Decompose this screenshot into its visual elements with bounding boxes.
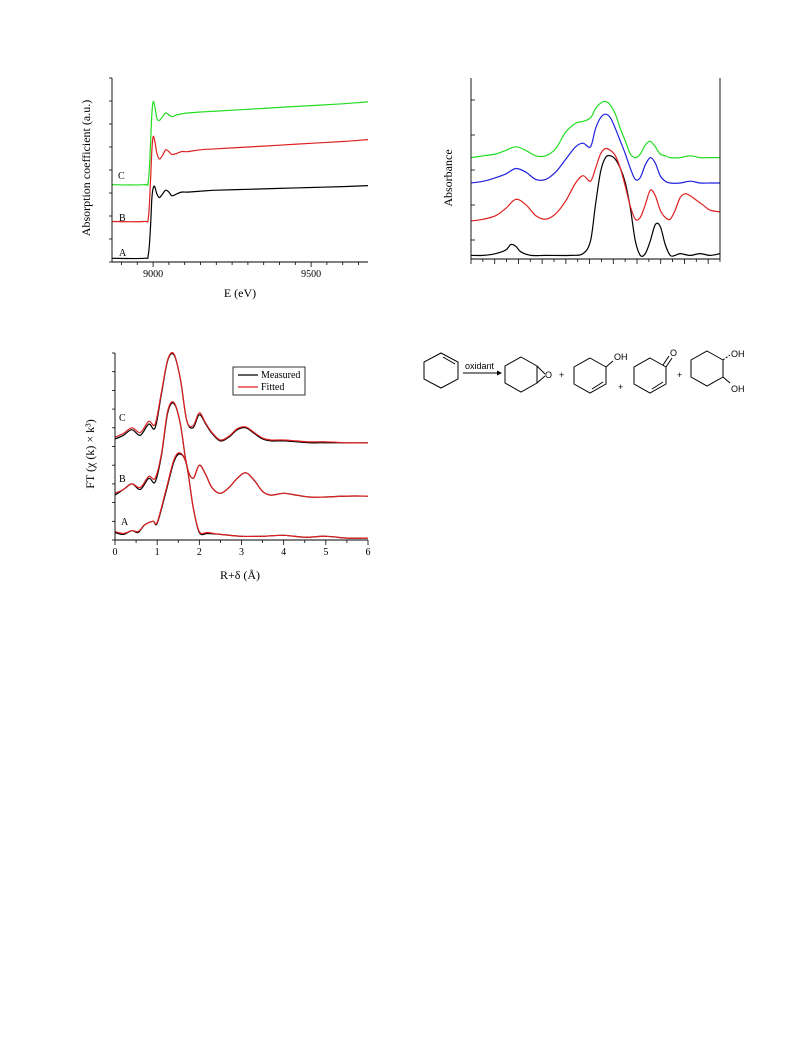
ft-x-tick-label: 6 (366, 547, 371, 558)
ft-legend: Measured Fitted (232, 366, 306, 396)
diol-oh-label-2: OH (731, 384, 745, 394)
ft-series-line-0 (114, 453, 369, 539)
absorbance-series-line-1 (470, 147, 721, 222)
ft-plot-lines (114, 351, 369, 539)
ft-legend-box (232, 366, 306, 396)
cyclohexene-ring (423, 352, 459, 389)
diol-ring (690, 350, 724, 387)
diol-oh-bond-1 (722, 354, 731, 361)
epoxide-oxygen-label: O (545, 370, 552, 380)
ft-x-tick-label: 1 (155, 547, 160, 558)
plus-sign-3: + (677, 370, 682, 380)
absorbance-series-line-2 (470, 113, 720, 184)
cyclohexenol-double-bond (591, 381, 604, 390)
xanes-x-tick-label: 9500 (301, 269, 321, 280)
ft-series-line-1 (114, 452, 369, 539)
ft-legend-measured-label: Measured (261, 370, 300, 381)
cyclohexenone-carbonyl-1 (665, 357, 673, 368)
ft-x-tick-label: 4 (281, 547, 286, 558)
ft-legend-fitted-label: Fitted (261, 382, 284, 393)
absorbance-panel: Absorbance (441, 78, 721, 264)
cyclohexenol-ring (573, 357, 607, 394)
reaction-scheme: oxidant O + OH + O + OH OH (423, 348, 745, 394)
cyclohexenol-oh-bond (605, 360, 614, 368)
cyclohexenol-oh-label: OH (614, 352, 628, 362)
ft-series-line-3 (114, 401, 369, 498)
ft-curve-label-c: C (119, 413, 126, 424)
xanes-curve-label-b: B (119, 213, 126, 224)
xanes-curve-label-c: C (118, 171, 125, 182)
ft-curve-label-b: B (119, 474, 126, 485)
absorbance-y-axis-label: Absorbance (441, 149, 455, 206)
ft-axes: 0 1 2 3 4 5 6 (112, 352, 371, 558)
xanes-curve-label-a: A (119, 248, 127, 259)
ft-x-tick-label: 0 (113, 547, 118, 558)
ft-y-axis-label: FT (χ (k) × k³) (83, 419, 97, 488)
xanes-x-tick-label: 9000 (143, 269, 163, 280)
xanes-series-line-2 (111, 100, 369, 186)
xanes-series-line-0 (111, 185, 369, 260)
ft-x-tick-label: 2 (197, 547, 202, 558)
cyclohexenone-oxygen-label: O (670, 348, 677, 358)
oxidant-label: oxidant (465, 361, 495, 371)
xanes-x-axis-label: E (eV) (224, 286, 256, 300)
cyclohexenone-double-bond (651, 381, 664, 390)
ft-series-line-5 (114, 351, 369, 444)
ft-series-line-2 (114, 402, 369, 498)
epoxide-ring (504, 356, 538, 393)
cyclohexenone-carbonyl-2 (662, 355, 670, 366)
absorbance-series-line-0 (470, 154, 721, 257)
cyclohexene-double-bond (442, 356, 456, 365)
xanes-series-line-1 (111, 135, 369, 223)
xanes-plot-lines (111, 100, 369, 260)
diol-oh-label-1: OH (731, 349, 745, 359)
ft-x-tick-label: 5 (323, 547, 328, 558)
reaction-arrowhead (497, 370, 502, 376)
ft-curve-label-a: A (121, 517, 129, 528)
epoxide-bridge-1 (536, 365, 546, 375)
ft-x-tick-label: 3 (239, 547, 244, 558)
xanes-axes: 9000 9500 (109, 77, 368, 280)
epoxide-bridge-2 (536, 375, 546, 384)
ft-x-axis-label: R+δ (Å) (220, 568, 260, 582)
cyclohexenone-ring (633, 357, 667, 394)
absorbance-axes (470, 78, 721, 264)
plus-sign-1: + (559, 370, 564, 380)
xanes-panel: 9000 9500 E (eV) Absorption coefficient (… (79, 77, 369, 300)
diol-oh-bond-2 (722, 376, 731, 384)
xanes-y-axis-label: Absorption coefficient (a.u.) (79, 100, 93, 236)
ft-panel: 0 1 2 3 4 5 6 R+δ (Å) FT (χ (k) × k³) A B C Me… (83, 351, 371, 582)
absorbance-plot-lines (470, 100, 721, 257)
plus-sign-2: + (618, 382, 623, 392)
absorbance-series-line-3 (470, 100, 720, 159)
